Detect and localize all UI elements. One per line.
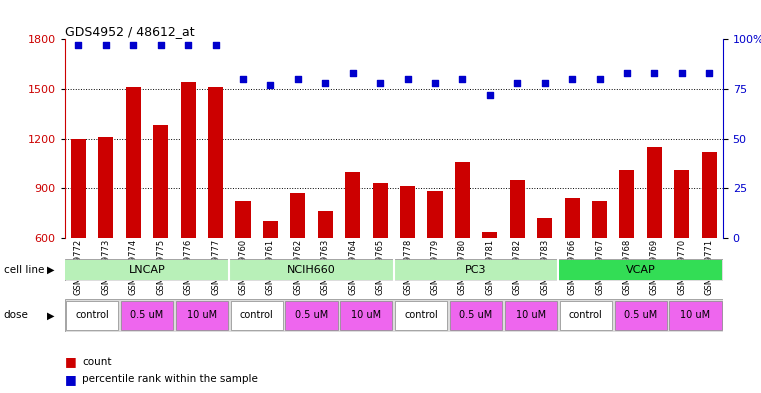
Bar: [674, 170, 689, 337]
FancyBboxPatch shape: [176, 301, 228, 330]
Text: ▶: ▶: [47, 310, 55, 320]
Point: [402, 76, 414, 82]
Text: 0.5 uM: 0.5 uM: [460, 310, 492, 320]
Text: 10 uM: 10 uM: [352, 310, 381, 320]
FancyBboxPatch shape: [231, 301, 283, 330]
Point: [72, 42, 84, 48]
Bar: [153, 125, 168, 337]
Point: [237, 76, 249, 82]
Point: [457, 76, 469, 82]
Text: percentile rank within the sample: percentile rank within the sample: [82, 374, 258, 384]
Text: control: control: [569, 310, 603, 320]
Point: [374, 80, 386, 86]
Bar: [373, 183, 387, 337]
Point: [291, 76, 304, 82]
Bar: [98, 137, 113, 337]
Text: control: control: [75, 310, 109, 320]
Point: [182, 42, 194, 48]
Point: [594, 76, 606, 82]
Bar: [647, 147, 662, 337]
Text: 0.5 uM: 0.5 uM: [130, 310, 164, 320]
FancyBboxPatch shape: [66, 301, 118, 330]
Bar: [400, 187, 415, 337]
Bar: [235, 201, 250, 337]
Text: 0.5 uM: 0.5 uM: [295, 310, 328, 320]
Point: [484, 92, 496, 98]
Point: [319, 80, 331, 86]
FancyBboxPatch shape: [670, 301, 721, 330]
Point: [100, 42, 112, 48]
Text: ▶: ▶: [47, 265, 55, 275]
FancyBboxPatch shape: [121, 301, 173, 330]
Bar: [126, 87, 141, 337]
Point: [511, 80, 524, 86]
Text: ■: ■: [65, 355, 76, 368]
FancyBboxPatch shape: [230, 261, 393, 280]
Text: control: control: [404, 310, 438, 320]
FancyBboxPatch shape: [450, 301, 502, 330]
Point: [539, 80, 551, 86]
Point: [648, 70, 661, 76]
FancyBboxPatch shape: [560, 301, 612, 330]
Text: count: count: [82, 356, 112, 367]
Text: NCIH660: NCIH660: [287, 265, 336, 275]
Bar: [537, 218, 552, 337]
Point: [676, 70, 688, 76]
Text: 0.5 uM: 0.5 uM: [624, 310, 658, 320]
Text: ■: ■: [65, 373, 76, 386]
FancyBboxPatch shape: [65, 261, 229, 280]
FancyBboxPatch shape: [65, 259, 723, 281]
FancyBboxPatch shape: [285, 301, 338, 330]
Point: [209, 42, 221, 48]
FancyBboxPatch shape: [65, 299, 723, 332]
Text: GDS4952 / 48612_at: GDS4952 / 48612_at: [65, 25, 194, 38]
Text: LNCAP: LNCAP: [129, 265, 165, 275]
Bar: [263, 221, 278, 337]
Text: PC3: PC3: [465, 265, 487, 275]
Point: [264, 82, 276, 88]
Bar: [317, 211, 333, 337]
FancyBboxPatch shape: [394, 261, 558, 280]
FancyBboxPatch shape: [505, 301, 557, 330]
Text: 10 uM: 10 uM: [186, 310, 217, 320]
Text: control: control: [240, 310, 273, 320]
Bar: [565, 198, 580, 337]
Bar: [345, 172, 360, 337]
Text: 10 uM: 10 uM: [516, 310, 546, 320]
Text: VCAP: VCAP: [626, 265, 655, 275]
Bar: [428, 191, 442, 337]
Bar: [455, 162, 470, 337]
Text: cell line: cell line: [4, 265, 44, 275]
Text: 10 uM: 10 uM: [680, 310, 711, 320]
Bar: [592, 201, 607, 337]
Bar: [702, 152, 717, 337]
FancyBboxPatch shape: [559, 261, 722, 280]
Text: dose: dose: [4, 310, 29, 320]
Point: [127, 42, 139, 48]
Point: [429, 80, 441, 86]
Bar: [290, 193, 305, 337]
Bar: [71, 138, 86, 337]
Point: [703, 70, 715, 76]
Bar: [180, 82, 196, 337]
Bar: [510, 180, 525, 337]
FancyBboxPatch shape: [340, 301, 393, 330]
Bar: [619, 170, 635, 337]
Point: [566, 76, 578, 82]
Point: [621, 70, 633, 76]
Bar: [482, 232, 498, 337]
Bar: [208, 87, 223, 337]
Point: [154, 42, 167, 48]
FancyBboxPatch shape: [615, 301, 667, 330]
Point: [346, 70, 358, 76]
FancyBboxPatch shape: [395, 301, 447, 330]
